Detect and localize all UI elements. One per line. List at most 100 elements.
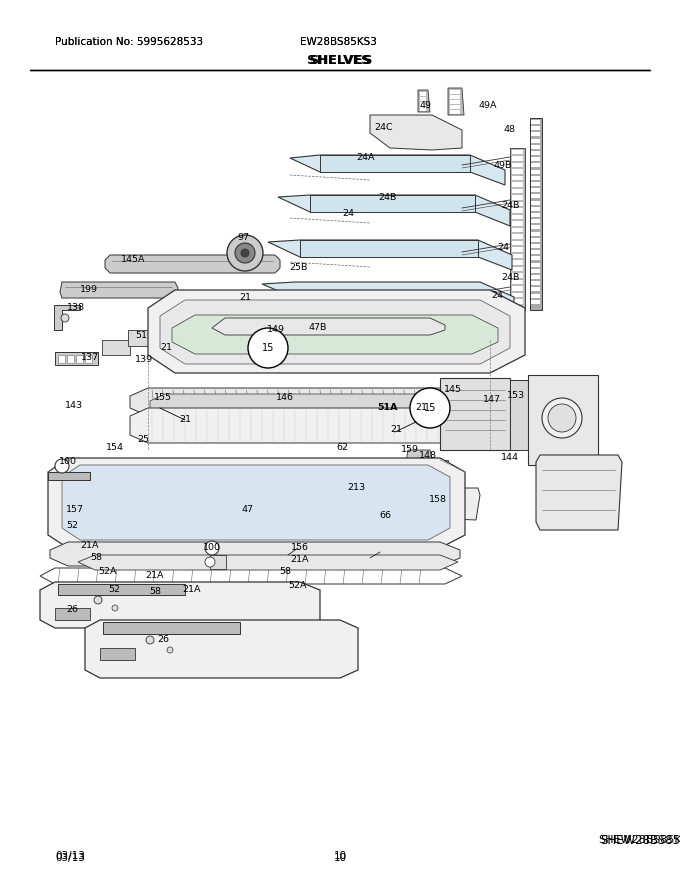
Polygon shape [350,478,382,498]
Circle shape [548,404,576,432]
Text: 213: 213 [347,483,365,493]
Polygon shape [160,300,510,364]
Text: 145: 145 [444,385,462,394]
Polygon shape [268,240,512,270]
Bar [531,256,540,260]
Polygon shape [148,290,525,373]
Bar [531,213,540,217]
Bar [512,287,523,291]
Polygon shape [50,542,460,566]
Circle shape [410,388,450,428]
Text: 138: 138 [67,304,85,312]
Bar [428,460,448,475]
Bar [531,300,540,304]
Polygon shape [58,584,185,595]
Text: 52: 52 [108,585,120,595]
Bar [531,194,540,198]
Text: 159: 159 [401,445,419,454]
Bar [531,182,540,186]
Text: 153: 153 [507,391,525,400]
Circle shape [61,314,69,322]
Polygon shape [290,155,505,185]
Text: 21A: 21A [183,585,201,595]
Text: 146: 146 [276,393,294,402]
Bar [531,132,540,136]
Bar [531,282,540,285]
Text: 100: 100 [59,458,77,466]
Polygon shape [528,375,598,465]
Text: 47B: 47B [309,324,327,333]
Polygon shape [530,118,542,310]
Text: 24: 24 [497,244,509,253]
Circle shape [241,249,249,257]
Text: 143: 143 [65,400,83,409]
Polygon shape [310,195,475,212]
Text: 26: 26 [66,605,78,614]
Polygon shape [510,380,528,450]
Bar [450,113,460,114]
Bar [420,94,426,96]
Text: 10: 10 [333,851,347,861]
Text: 149: 149 [267,326,285,334]
Text: 21: 21 [415,404,427,413]
Polygon shape [40,582,320,628]
Text: 157: 157 [66,505,84,515]
Bar [450,95,460,97]
Bar [512,150,523,155]
Text: 139: 139 [135,356,153,364]
Text: 24A: 24A [357,153,375,163]
Bar [531,176,540,180]
Text: EW28BS85KS3: EW28BS85KS3 [300,37,377,47]
Text: 52A: 52A [289,581,307,590]
Bar [512,176,523,180]
Polygon shape [55,608,90,620]
Text: 49A: 49A [479,101,497,111]
Polygon shape [440,378,510,450]
Polygon shape [418,90,430,112]
Polygon shape [212,318,445,335]
Circle shape [542,398,582,438]
Text: 58: 58 [149,588,161,597]
Polygon shape [105,255,280,273]
Circle shape [55,459,69,473]
Bar [450,105,460,106]
Text: 66: 66 [379,510,391,519]
Bar [512,215,523,219]
Text: SHELVES: SHELVES [307,55,373,68]
Polygon shape [103,622,240,634]
Polygon shape [536,455,622,530]
Text: SHELVES: SHELVES [309,54,371,67]
Bar [512,163,523,167]
Text: 21: 21 [160,343,172,353]
Polygon shape [510,148,525,310]
Bar [420,109,426,111]
Polygon shape [172,315,498,354]
Text: 24C: 24C [375,123,393,133]
Bar [67,355,74,363]
Text: Publication No: 5995628533: Publication No: 5995628533 [55,37,203,47]
Text: 26: 26 [157,635,169,644]
Bar [531,225,540,230]
Bar [420,107,426,109]
Text: 15: 15 [262,343,274,353]
Polygon shape [320,155,470,172]
Bar [512,222,523,226]
Polygon shape [300,240,478,257]
Text: 21: 21 [390,426,402,435]
Text: 100: 100 [203,544,221,553]
Bar [512,202,523,207]
Text: 24B: 24B [500,201,520,209]
Text: 03/13: 03/13 [55,853,85,863]
Bar [450,102,460,105]
Bar [210,555,226,569]
Bar [512,170,523,174]
Bar [76,355,83,363]
Bar [531,238,540,242]
Circle shape [205,541,219,555]
Bar [512,293,523,297]
Bar [420,92,426,94]
Polygon shape [406,450,432,475]
Text: 49: 49 [419,101,431,111]
Bar [450,98,460,99]
Text: 21A: 21A [291,555,309,564]
